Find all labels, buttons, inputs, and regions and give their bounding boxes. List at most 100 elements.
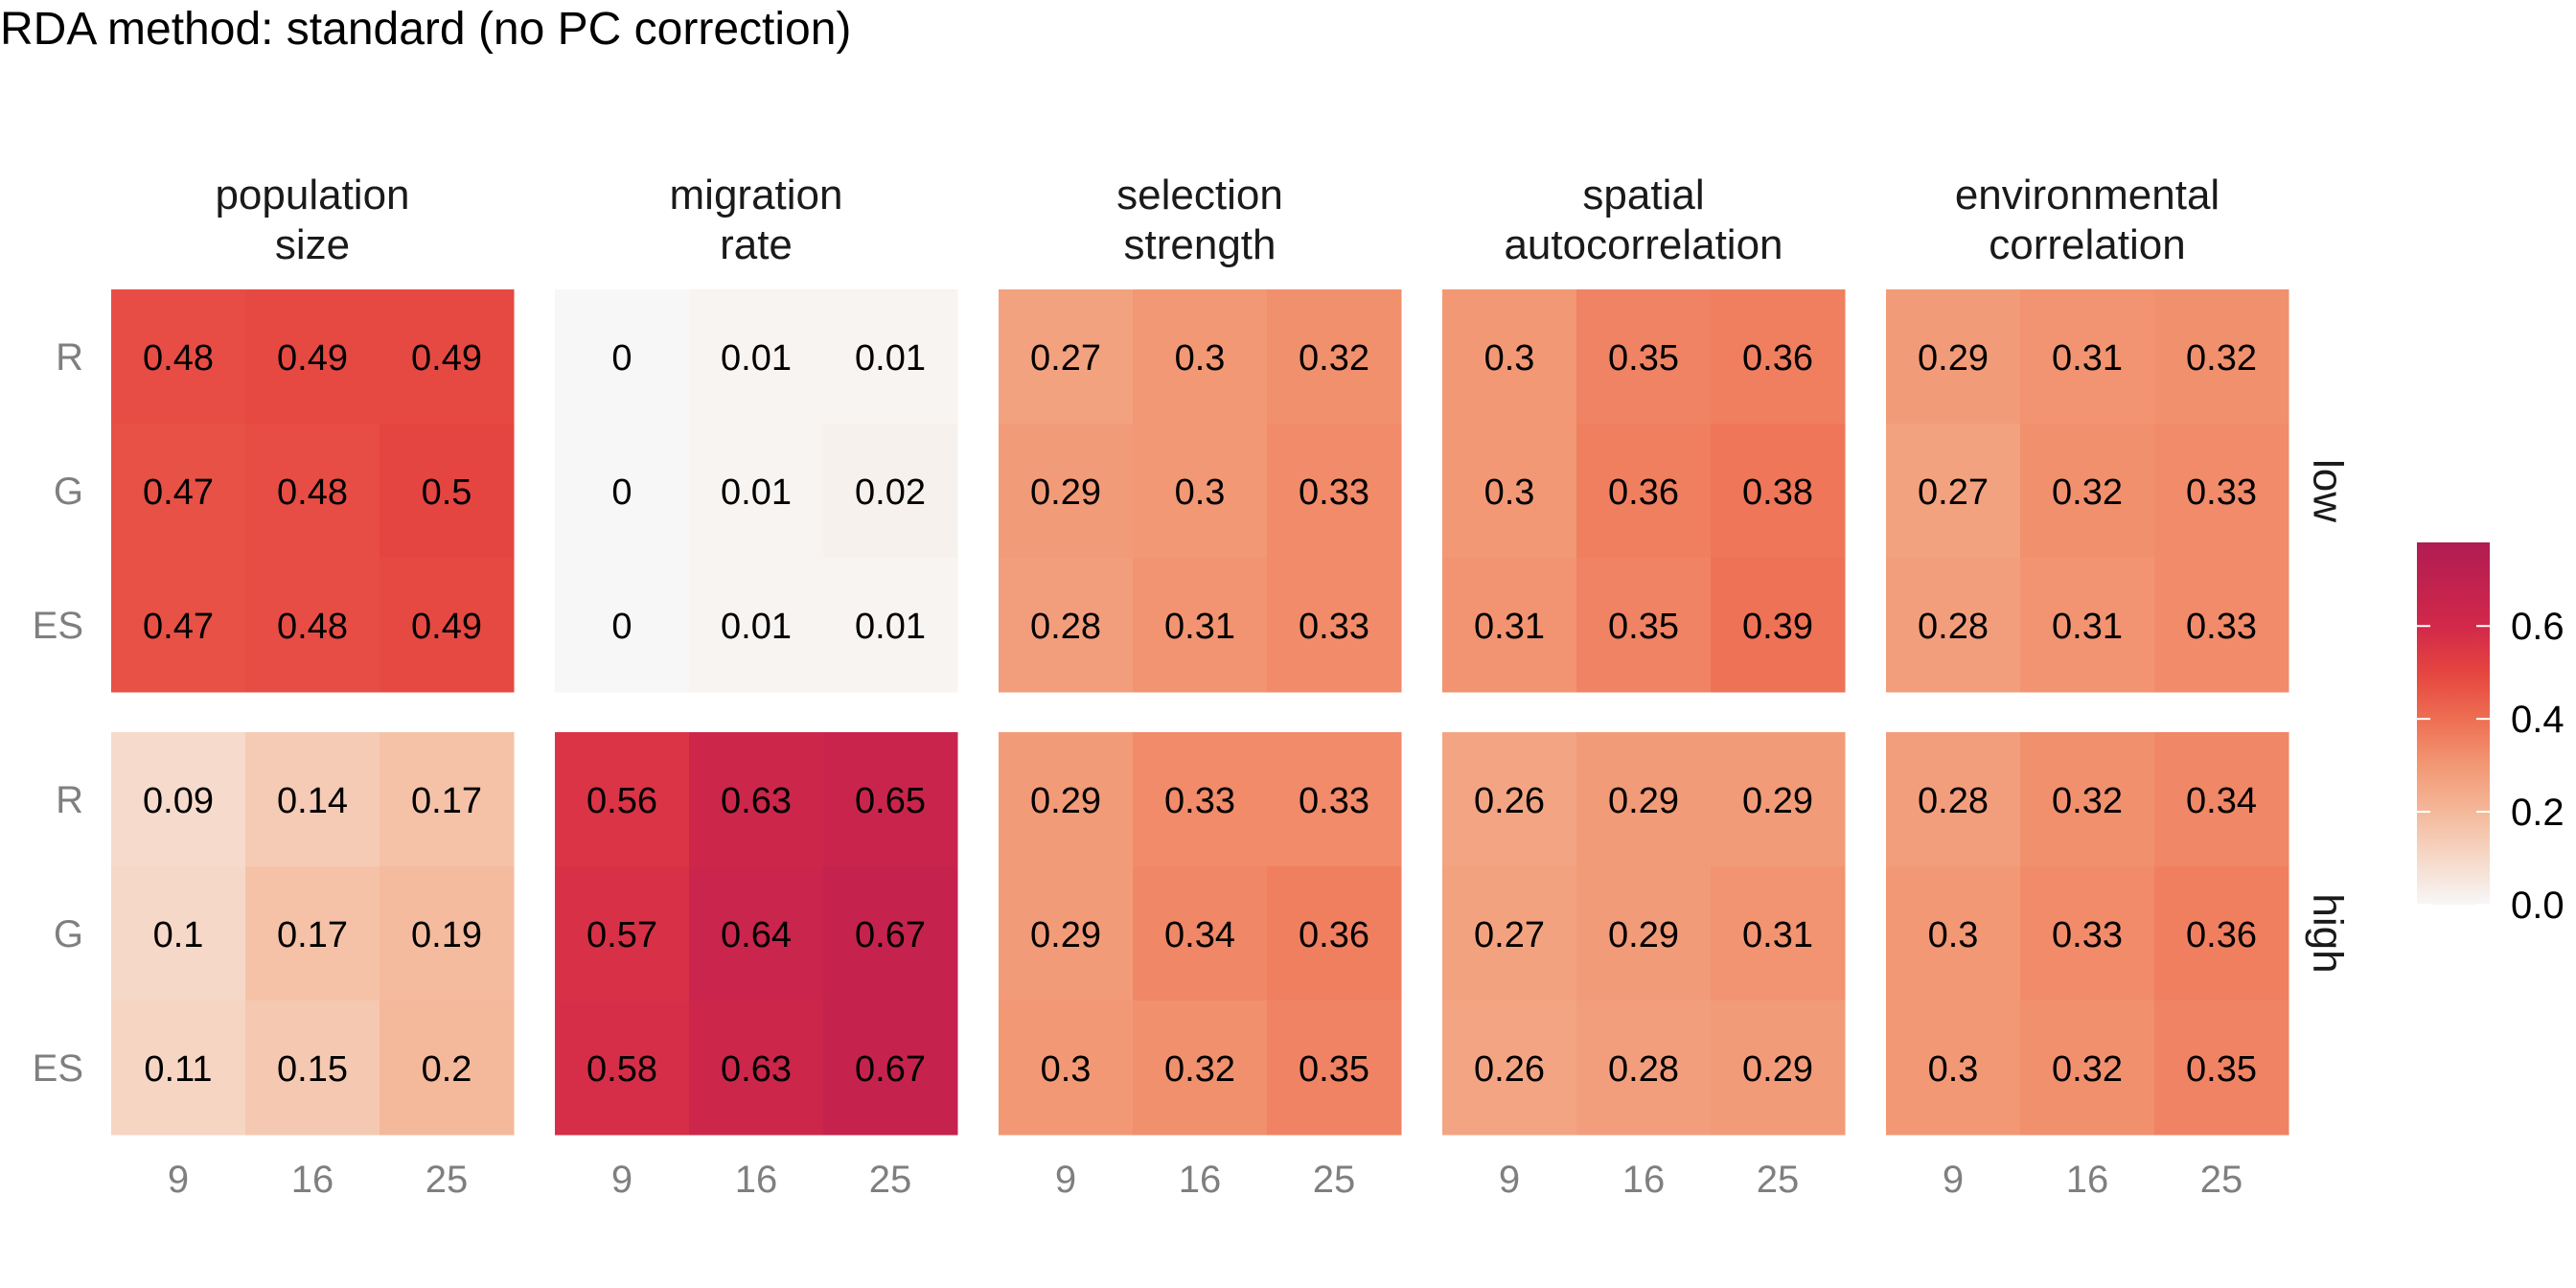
heatmap-cell [111, 558, 246, 693]
heatmap-cell [1133, 1000, 1268, 1136]
cell-value-label: 0.33 [2186, 607, 2257, 647]
cell-value-label: 0.3 [1928, 1049, 1979, 1090]
x-tick-label: 9 [1499, 1159, 1520, 1201]
x-tick-label: 16 [2066, 1159, 2109, 1201]
heatmap-cell [2020, 289, 2155, 425]
heatmap-cell [1711, 732, 1846, 867]
cell-value-label: 0.1 [153, 915, 204, 955]
heatmap-cell [689, 866, 824, 1001]
legend-tick-label: 0.0 [2511, 885, 2564, 927]
cell-value-label: 0.3 [1175, 472, 1226, 513]
cell-value-label: 0.19 [411, 915, 482, 955]
cell-value-label: 0.3 [1484, 338, 1535, 379]
cell-value-label: 0.48 [143, 338, 214, 379]
cell-value-label: 0.33 [1299, 472, 1369, 513]
heatmap-cell [1442, 424, 1577, 559]
cell-value-label: 0.26 [1474, 781, 1545, 821]
cell-value-label: 0.14 [277, 781, 348, 821]
cell-value-label: 0.3 [1175, 338, 1226, 379]
heatmap-cell [380, 558, 515, 693]
x-tick-label: 25 [1313, 1159, 1356, 1201]
cell-value-label: 0.32 [2186, 338, 2257, 379]
x-tick-label: 9 [611, 1159, 632, 1201]
y-tick-label: R [56, 779, 83, 821]
heatmap-cell [999, 1000, 1134, 1136]
x-tick-label: 25 [869, 1159, 912, 1201]
x-tick-label: 16 [735, 1159, 778, 1201]
cell-value-label: 0.2 [422, 1049, 472, 1090]
cell-value-label: 0.27 [1030, 338, 1101, 379]
heatmap-cell [823, 866, 958, 1001]
heatmap-cell [555, 558, 690, 693]
chart-title: RDA method: standard (no PC correction) [0, 4, 851, 55]
cell-value-label: 0.17 [411, 781, 482, 821]
heatmap-cell [2154, 1000, 2289, 1136]
heatmap-cell [1886, 558, 2021, 693]
cell-value-label: 0.32 [1164, 1049, 1235, 1090]
cell-value-label: 0.17 [277, 915, 348, 955]
cell-value-label: 0.27 [1918, 472, 1989, 513]
cell-value-label: 0.01 [721, 472, 792, 513]
cell-value-label: 0.32 [2052, 781, 2123, 821]
cell-value-label: 0.26 [1474, 1049, 1545, 1090]
heatmap-cell [1886, 732, 2021, 867]
heatmap-cell [999, 289, 1134, 425]
cell-value-label: 0.38 [1742, 472, 1813, 513]
heatmap-cell [1442, 732, 1577, 867]
heatmap-cell [1442, 558, 1577, 693]
panel-title-line: rate [720, 221, 793, 268]
cell-value-label: 0.01 [855, 607, 926, 647]
heatmap-cell [689, 732, 824, 867]
y-tick-label: ES [33, 605, 83, 647]
cell-value-label: 0.02 [855, 472, 926, 513]
panel-title-line: selection [1116, 172, 1283, 218]
cell-value-label: 0.28 [1030, 607, 1101, 647]
heatmap-cell [2154, 558, 2289, 693]
heatmap-cell [1711, 866, 1846, 1001]
cell-value-label: 0.15 [277, 1049, 348, 1090]
cell-value-label: 0.57 [586, 915, 657, 955]
cell-value-label: 0.39 [1742, 607, 1813, 647]
heatmap-cell [1442, 289, 1577, 425]
cell-value-label: 0.32 [2052, 472, 2123, 513]
x-tick-label: 16 [1179, 1159, 1222, 1201]
cell-value-label: 0.29 [1608, 781, 1679, 821]
cell-value-label: 0 [611, 472, 632, 513]
heatmap-cell [2154, 289, 2289, 425]
heatmap-cell [1442, 1000, 1577, 1136]
cell-value-label: 0.29 [1608, 915, 1679, 955]
heatmap-cell [380, 866, 515, 1001]
cell-value-label: 0.31 [2052, 338, 2123, 379]
cell-value-label: 0.31 [1164, 607, 1235, 647]
cell-value-label: 0.33 [2052, 915, 2123, 955]
cell-value-label: 0.49 [411, 607, 482, 647]
panel-title-line: size [275, 221, 350, 268]
row-strip-label: low [2304, 459, 2351, 522]
heatmap-cell [1711, 289, 1846, 425]
panel-title-line: correlation [1989, 221, 2185, 268]
heatmap-cell [2154, 424, 2289, 559]
cell-value-label: 0.29 [1030, 472, 1101, 513]
cell-value-label: 0.29 [1030, 781, 1101, 821]
cell-value-label: 0.35 [1608, 607, 1679, 647]
panel-title-line: autocorrelation [1504, 221, 1782, 268]
cell-value-label: 0.48 [277, 472, 348, 513]
cell-value-label: 0.48 [277, 607, 348, 647]
heatmap-cell [689, 1000, 824, 1136]
cell-value-label: 0.33 [1299, 607, 1369, 647]
cell-value-label: 0.28 [1918, 781, 1989, 821]
heatmap-cell [1442, 866, 1577, 1001]
heatmap-cell [555, 424, 690, 559]
cell-value-label: 0.31 [1474, 607, 1545, 647]
heatmap-cell [2020, 1000, 2155, 1136]
heatmap-cell [1133, 424, 1268, 559]
heatmap-cell [555, 1000, 690, 1136]
cell-value-label: 0.32 [2052, 1049, 2123, 1090]
heatmap-cell [999, 558, 1134, 693]
heatmap-cell [823, 1000, 958, 1136]
heatmap-cell [245, 558, 380, 693]
heatmap-cell [1886, 866, 2021, 1001]
cell-value-label: 0.27 [1474, 915, 1545, 955]
cell-value-label: 0 [611, 338, 632, 379]
